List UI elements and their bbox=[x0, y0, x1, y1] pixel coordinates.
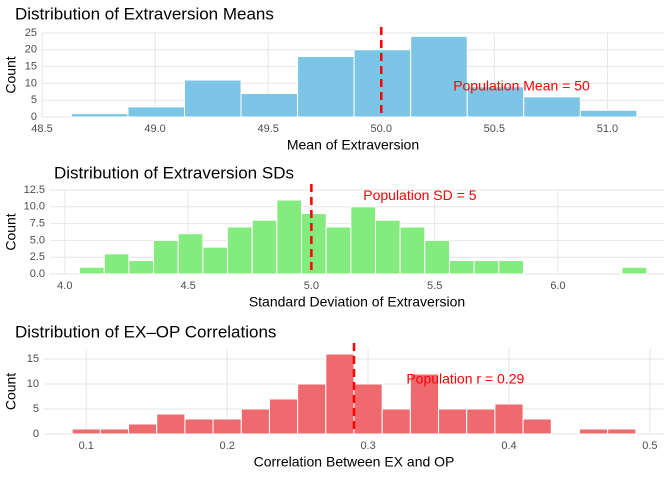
y-axis-title: Count bbox=[3, 213, 19, 250]
bar bbox=[212, 418, 242, 435]
y-tick-label: 15 bbox=[27, 353, 39, 365]
bar bbox=[128, 423, 158, 435]
x-tick-label: 0.4 bbox=[501, 440, 516, 452]
y-tick-label: 2.5 bbox=[30, 251, 45, 263]
annotation: Population Mean = 50 bbox=[453, 77, 590, 93]
bar bbox=[79, 266, 105, 275]
x-tick-label: 49.0 bbox=[144, 123, 165, 135]
bar bbox=[297, 383, 327, 435]
bar bbox=[399, 226, 426, 275]
bar bbox=[522, 418, 552, 435]
bar bbox=[579, 109, 638, 118]
x-axis-title: Standard Deviation of Extraversion bbox=[249, 294, 465, 310]
bar bbox=[276, 199, 303, 275]
bar bbox=[325, 353, 355, 435]
bar bbox=[156, 413, 186, 435]
bar bbox=[607, 428, 637, 435]
bar bbox=[494, 403, 524, 435]
y-axis-title: Count bbox=[3, 56, 19, 93]
y-tick-label: 0 bbox=[31, 111, 37, 123]
y-axis-title: Count bbox=[3, 373, 19, 410]
bar bbox=[473, 260, 500, 275]
x-tick-label: 50.5 bbox=[484, 123, 505, 135]
bar bbox=[578, 428, 609, 435]
x-tick-label: 4.5 bbox=[180, 280, 195, 292]
bar bbox=[438, 408, 468, 435]
x-tick-label: 0.5 bbox=[642, 440, 657, 452]
bar bbox=[381, 408, 411, 435]
bar bbox=[621, 266, 648, 275]
bar bbox=[297, 56, 355, 118]
y-tick-label: 7.5 bbox=[30, 218, 45, 230]
bar bbox=[466, 86, 525, 118]
bar bbox=[374, 219, 401, 275]
bar bbox=[448, 260, 475, 275]
bar bbox=[183, 79, 242, 118]
y-tick-label: 0 bbox=[33, 428, 39, 440]
x-tick-label: 6.0 bbox=[550, 280, 565, 292]
x-tick-label: 0.2 bbox=[220, 440, 235, 452]
y-tick-label: 12.5 bbox=[24, 184, 45, 196]
bar bbox=[410, 35, 468, 118]
y-tick-label: 0.0 bbox=[30, 268, 45, 280]
bar bbox=[498, 260, 524, 275]
bar bbox=[466, 408, 496, 435]
bar bbox=[99, 428, 130, 435]
bar bbox=[71, 428, 101, 435]
bar bbox=[350, 206, 376, 275]
bar bbox=[70, 113, 129, 118]
bar bbox=[202, 246, 229, 275]
y-tick-label: 20 bbox=[25, 44, 37, 56]
y-tick-label: 15 bbox=[25, 61, 37, 73]
bar bbox=[251, 219, 278, 275]
bar bbox=[240, 408, 270, 435]
bar bbox=[523, 96, 581, 118]
bar bbox=[153, 239, 179, 275]
bar bbox=[409, 373, 440, 435]
y-tick-label: 10 bbox=[27, 378, 39, 390]
chart-title: Distribution of Extraversion SDs bbox=[54, 163, 294, 182]
annotation: Population SD = 5 bbox=[363, 187, 476, 203]
x-tick-label: 5.0 bbox=[304, 280, 319, 292]
chart-title: Distribution of EX–OP Correlations bbox=[15, 322, 276, 341]
bar bbox=[128, 260, 155, 275]
chart-title: Distribution of Extraversion Means bbox=[15, 4, 274, 23]
bar bbox=[184, 418, 214, 435]
bar bbox=[240, 92, 299, 118]
x-tick-label: 0.1 bbox=[79, 440, 94, 452]
bar bbox=[127, 106, 185, 118]
y-tick-label: 10.0 bbox=[24, 201, 45, 213]
y-tick-label: 5 bbox=[31, 94, 37, 106]
bar bbox=[424, 239, 450, 275]
bar bbox=[301, 213, 327, 275]
x-tick-label: 4.0 bbox=[57, 280, 72, 292]
bar bbox=[177, 233, 204, 275]
bar bbox=[103, 253, 130, 275]
y-tick-label: 25 bbox=[25, 27, 37, 39]
bar bbox=[268, 398, 299, 435]
x-axis-title: Correlation Between EX and OP bbox=[254, 454, 455, 470]
x-tick-label: 5.5 bbox=[427, 280, 442, 292]
bar bbox=[325, 226, 352, 275]
bar bbox=[227, 226, 253, 275]
x-tick-label: 0.3 bbox=[360, 440, 375, 452]
y-tick-label: 5 bbox=[33, 403, 39, 415]
x-tick-label: 49.5 bbox=[257, 123, 278, 135]
x-axis-title: Mean of Extraversion bbox=[287, 137, 419, 153]
y-tick-label: 5.0 bbox=[30, 234, 45, 246]
y-tick-label: 10 bbox=[25, 77, 37, 89]
bar bbox=[353, 383, 383, 435]
x-tick-label: 50.0 bbox=[371, 123, 392, 135]
annotation: Population r = 0.29 bbox=[406, 371, 524, 387]
x-tick-label: 51.0 bbox=[597, 123, 618, 135]
x-tick-label: 48.5 bbox=[31, 123, 52, 135]
